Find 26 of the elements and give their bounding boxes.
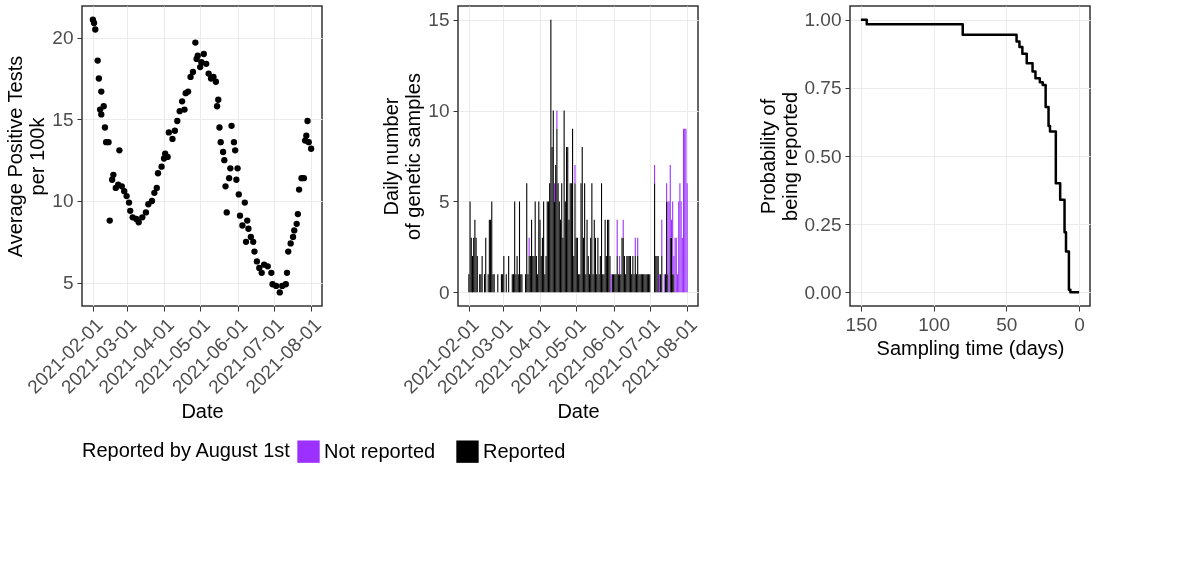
legend-title: Reported by August 1st xyxy=(82,439,291,461)
y-tick-label: 0.75 xyxy=(804,77,842,99)
y-axis-title: Average Positive Tests per 100k xyxy=(4,55,49,258)
y-tick-label: 15 xyxy=(52,108,74,130)
x-tick-label: 100 xyxy=(918,313,950,335)
y-tick-label: 5 xyxy=(438,190,450,212)
x-axis-title: Date xyxy=(181,399,224,422)
x-tick-label: 150 xyxy=(845,313,878,335)
x-axis-title: Date xyxy=(557,399,600,422)
y-tick-label: 10 xyxy=(428,100,450,122)
y-tick-label: 0.25 xyxy=(804,213,842,235)
y-tick-label: 15 xyxy=(428,9,450,31)
x-tick-label: 50 xyxy=(996,313,1018,335)
x-axis-title: Sampling time (days) xyxy=(876,336,1065,359)
y-tick-label: 0 xyxy=(438,281,450,303)
legend-label: Not reported xyxy=(324,439,436,462)
y-tick-label: 20 xyxy=(52,27,74,49)
y-tick-label: 0.00 xyxy=(804,281,842,303)
y-axis-title: Daily number of genetic samples xyxy=(380,73,425,240)
y-tick-label: 5 xyxy=(62,272,74,294)
x-tick-label: 0 xyxy=(1074,313,1085,335)
y-tick-label: 1.00 xyxy=(804,9,842,31)
y-axis-title: Probability of being reported xyxy=(756,92,801,221)
legend-label: Reported xyxy=(483,439,566,462)
y-tick-label: 10 xyxy=(52,190,74,212)
y-tick-label: 0.50 xyxy=(804,145,842,167)
